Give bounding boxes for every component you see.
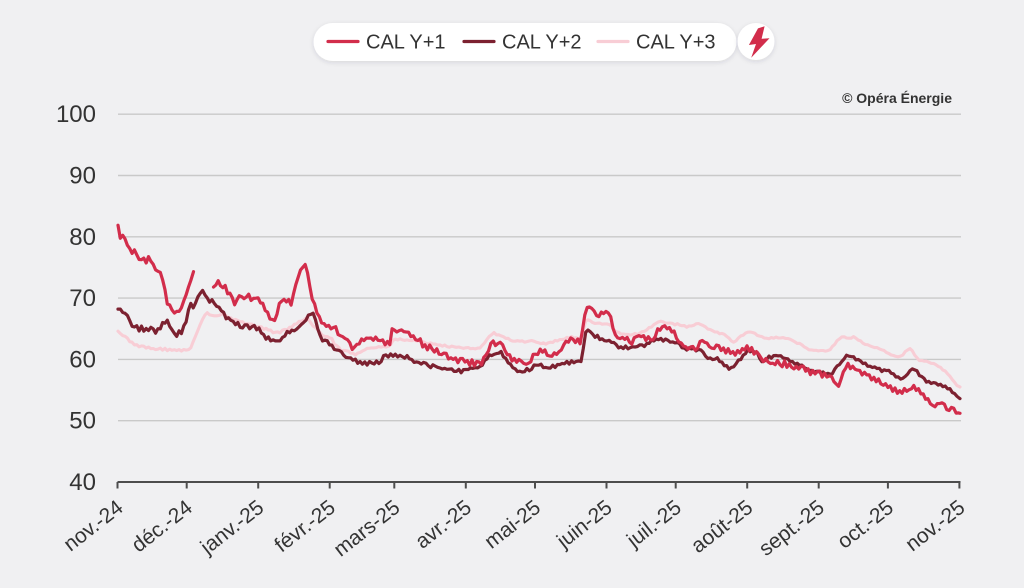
svg-text:nov.-25: nov.-25 (901, 496, 969, 556)
svg-text:juin-25: juin-25 (552, 496, 617, 554)
svg-text:mars-25: mars-25 (330, 496, 405, 562)
svg-text:80: 80 (69, 224, 96, 251)
svg-text:mai-25: mai-25 (480, 496, 545, 554)
svg-text:90: 90 (69, 163, 96, 190)
svg-text:avr.-25: avr.-25 (411, 496, 476, 554)
svg-text:CAL Y+3: CAL Y+3 (636, 32, 716, 54)
svg-text:janv.-25: janv.-25 (196, 496, 269, 560)
svg-text:50: 50 (69, 408, 96, 435)
svg-text:juil.-25: juil.-25 (622, 496, 686, 553)
svg-text:sept.-25: sept.-25 (755, 496, 829, 561)
svg-text:août-25: août-25 (687, 496, 757, 558)
svg-text:70: 70 (69, 285, 96, 312)
svg-text:40: 40 (69, 469, 96, 496)
svg-text:© Opéra Énergie: © Opéra Énergie (842, 90, 952, 106)
svg-text:déc.-24: déc.-24 (127, 496, 197, 557)
svg-text:févr.-25: févr.-25 (270, 496, 339, 557)
svg-text:oct.-25: oct.-25 (833, 496, 898, 554)
svg-text:nov.-24: nov.-24 (59, 496, 127, 556)
svg-text:CAL Y+1: CAL Y+1 (366, 32, 446, 54)
svg-text:60: 60 (69, 346, 96, 373)
svg-text:100: 100 (56, 101, 96, 128)
svg-text:CAL Y+2: CAL Y+2 (502, 32, 582, 54)
